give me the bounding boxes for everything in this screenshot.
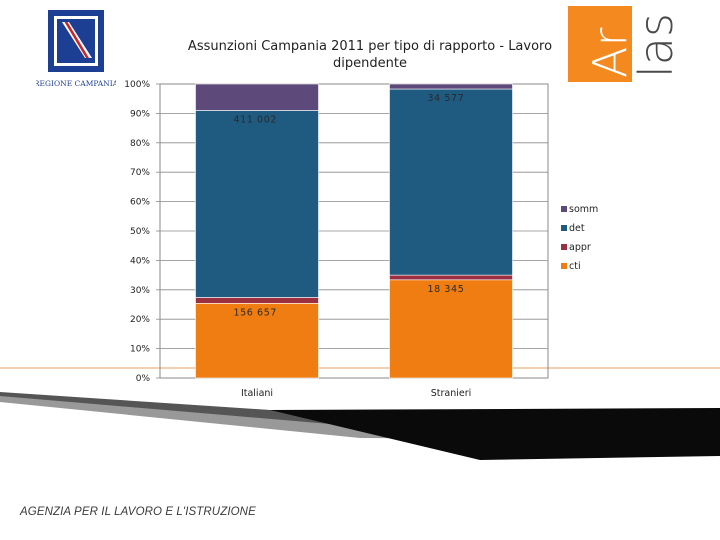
arlas-emblem: Ar las [568, 6, 683, 82]
bar-segment-det [389, 88, 513, 276]
legend-label-cti: cti [569, 261, 581, 272]
arlas-wordmark-part1: Ar [583, 28, 637, 78]
y-tick-label: 50% [130, 227, 150, 237]
data-label: 411 002 [234, 114, 278, 125]
y-tick-label: 10% [130, 345, 150, 355]
agency-footer-text: AGENZIA PER IL LAVORO E L'ISTRUZIONE [20, 506, 256, 518]
y-tick-label: 90% [130, 109, 150, 119]
bar-segment-det [195, 110, 319, 298]
legend-swatch-somm [561, 206, 567, 212]
arlas-logo: Ar las [568, 6, 686, 84]
x-category-label: Italiani [241, 388, 273, 399]
plot-area: 0% 10% 20% 30% 40% 50% 60% 70% 80% 90% 100% 156 657… [124, 80, 598, 399]
y-tick-label: 20% [130, 315, 150, 325]
legend-swatch-cti [561, 263, 567, 269]
regione-campania-logo: REGIONE CAMPANIA [34, 8, 119, 96]
regione-campania-emblem: REGIONE CAMPANIA [34, 10, 119, 88]
legend-label-appr: appr [569, 242, 591, 253]
y-tick-label: 40% [130, 256, 150, 266]
arlas-wordmark-part2: las [629, 13, 683, 78]
legend: somm det appr cti [561, 204, 598, 272]
bar-segment-appr [195, 297, 319, 304]
data-label: 18 345 [428, 284, 465, 295]
y-tick-label: 60% [130, 198, 150, 208]
data-label: 156 657 [234, 307, 278, 318]
legend-swatch-appr [561, 244, 567, 250]
chart-title: Assunzioni Campania 2011 per tipo di rap… [187, 39, 553, 71]
bar-segment-somm [389, 83, 513, 90]
legend-label-det: det [569, 223, 585, 234]
regione-campania-wordmark: REGIONE CAMPANIA [36, 79, 116, 88]
data-label: 34 577 [428, 93, 465, 104]
y-tick-label: 0% [136, 374, 151, 384]
legend-label-somm: somm [569, 204, 598, 215]
x-category-label: Stranieri [431, 388, 472, 399]
bar-segment-cti [195, 303, 319, 379]
bar-segment-somm [195, 83, 319, 111]
y-tick-label: 100% [124, 80, 150, 90]
y-tick-label: 30% [130, 286, 150, 296]
legend-swatch-det [561, 225, 567, 231]
footer-swoosh [0, 367, 720, 460]
y-tick-label: 80% [130, 139, 150, 149]
bar-segment-appr [389, 274, 513, 281]
y-tick-label: 70% [130, 168, 150, 178]
bar-segment-cti [389, 279, 513, 379]
